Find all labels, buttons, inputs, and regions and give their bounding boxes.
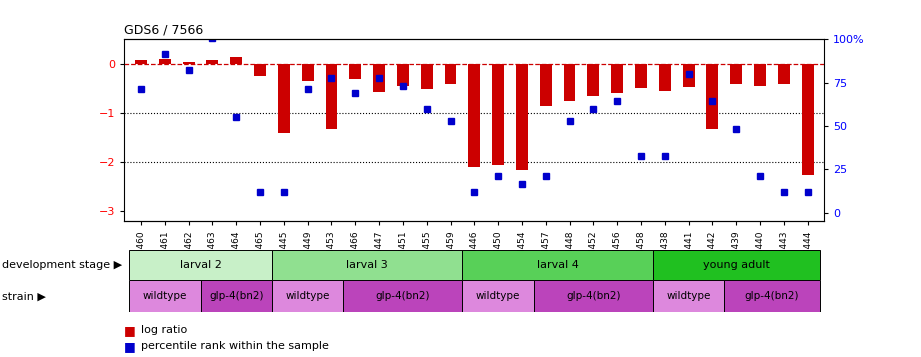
Text: larval 2: larval 2: [180, 260, 221, 270]
Text: ■: ■: [124, 324, 136, 337]
Bar: [230, 57, 242, 64]
Bar: [516, 64, 528, 170]
Bar: [682, 64, 694, 87]
Bar: [272, 250, 462, 280]
Bar: [778, 64, 790, 84]
Bar: [724, 280, 820, 312]
Text: wildtype: wildtype: [476, 291, 520, 301]
Text: percentile rank within the sample: percentile rank within the sample: [141, 341, 329, 351]
Bar: [445, 64, 457, 84]
Bar: [201, 280, 272, 312]
Text: GDS6 / 7566: GDS6 / 7566: [124, 24, 204, 37]
Text: glp-4(bn2): glp-4(bn2): [209, 291, 263, 301]
Bar: [612, 64, 624, 94]
Bar: [158, 59, 170, 64]
Bar: [706, 64, 718, 129]
Bar: [534, 280, 653, 312]
Bar: [325, 64, 337, 129]
Bar: [397, 64, 409, 86]
Text: wildtype: wildtype: [286, 291, 330, 301]
Bar: [469, 64, 480, 167]
Bar: [206, 60, 218, 64]
Bar: [129, 280, 201, 312]
Bar: [254, 64, 266, 76]
Bar: [754, 64, 766, 86]
Text: young adult: young adult: [703, 260, 770, 270]
Bar: [540, 64, 552, 106]
Bar: [588, 64, 600, 96]
Text: ■: ■: [124, 340, 136, 353]
Bar: [272, 280, 344, 312]
Text: larval 4: larval 4: [537, 260, 578, 270]
Bar: [302, 64, 314, 81]
Text: strain ▶: strain ▶: [2, 291, 46, 301]
Bar: [344, 280, 462, 312]
Bar: [421, 64, 433, 90]
Text: development stage ▶: development stage ▶: [2, 260, 122, 270]
Bar: [278, 64, 290, 133]
Bar: [492, 64, 504, 165]
Bar: [462, 280, 534, 312]
Bar: [801, 64, 813, 175]
Bar: [653, 280, 724, 312]
Bar: [635, 64, 647, 89]
Bar: [462, 250, 653, 280]
Bar: [730, 64, 742, 84]
Text: larval 3: larval 3: [346, 260, 388, 270]
Bar: [182, 62, 194, 64]
Bar: [129, 250, 272, 280]
Text: glp-4(bn2): glp-4(bn2): [566, 291, 621, 301]
Text: log ratio: log ratio: [141, 325, 187, 335]
Bar: [564, 64, 576, 101]
Text: wildtype: wildtype: [667, 291, 711, 301]
Bar: [135, 60, 147, 64]
Bar: [373, 64, 385, 92]
Bar: [653, 250, 820, 280]
Text: glp-4(bn2): glp-4(bn2): [745, 291, 799, 301]
Text: wildtype: wildtype: [143, 291, 187, 301]
Bar: [349, 64, 361, 79]
Bar: [659, 64, 670, 91]
Text: glp-4(bn2): glp-4(bn2): [376, 291, 430, 301]
